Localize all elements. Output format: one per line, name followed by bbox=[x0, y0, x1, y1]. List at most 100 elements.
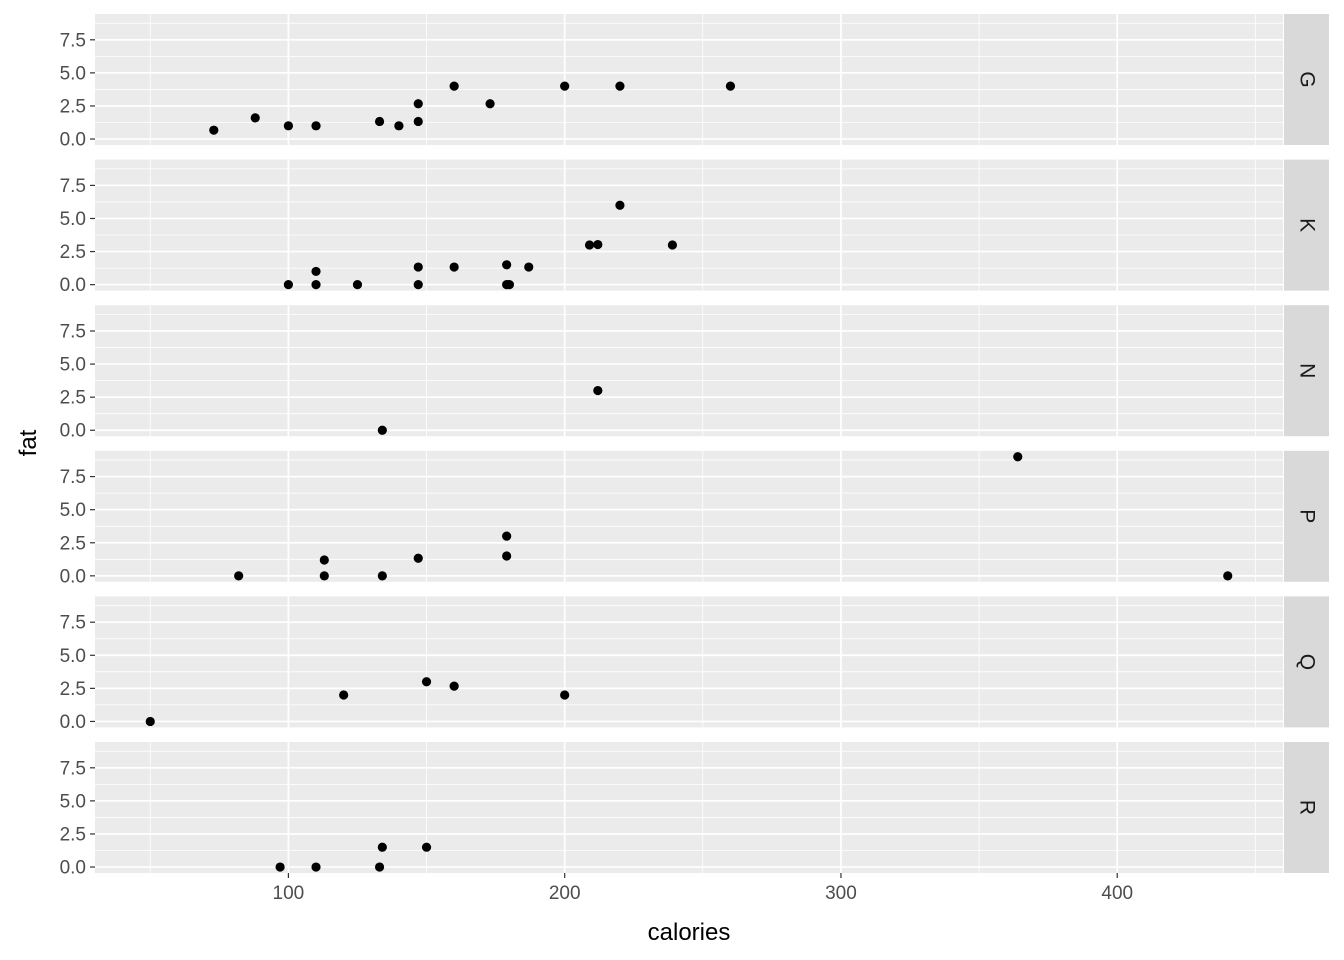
data-point bbox=[502, 551, 512, 561]
facet-strip-label: G bbox=[1296, 71, 1319, 87]
y-tick-label: 7.5 bbox=[60, 30, 86, 51]
facet-panel-n: 0.0 2.5 5.0 7.5 N bbox=[60, 305, 1329, 442]
panel-background bbox=[95, 596, 1283, 728]
data-point bbox=[377, 425, 387, 435]
data-point bbox=[593, 239, 603, 250]
data-point bbox=[502, 531, 512, 541]
x-tick-label: 300 bbox=[825, 883, 857, 904]
data-point bbox=[1223, 571, 1233, 581]
data-point bbox=[413, 99, 423, 109]
facet-panel-k: 0.0 2.5 5.0 7.5 K bbox=[60, 159, 1329, 296]
data-point bbox=[421, 842, 432, 852]
y-tick-label: 0.0 bbox=[60, 712, 86, 733]
y-tick-label: 5.0 bbox=[60, 63, 86, 84]
y-tick-label: 7.5 bbox=[60, 613, 86, 634]
data-point bbox=[374, 116, 385, 127]
facet-strip-label: K bbox=[1296, 218, 1319, 232]
data-point bbox=[449, 81, 459, 91]
data-point bbox=[311, 266, 321, 277]
data-point bbox=[667, 240, 678, 250]
data-point bbox=[377, 842, 387, 852]
y-tick-label: 2.5 bbox=[60, 533, 86, 554]
data-point bbox=[352, 280, 363, 290]
facet-strip bbox=[1284, 14, 1329, 145]
panel-background bbox=[95, 450, 1283, 582]
data-point bbox=[413, 116, 423, 127]
data-point bbox=[1013, 452, 1023, 462]
facet-strip-label: R bbox=[1296, 800, 1319, 815]
y-tick-label: 2.5 bbox=[60, 679, 86, 700]
data-point bbox=[413, 262, 423, 272]
data-point bbox=[560, 81, 570, 91]
facet-strip bbox=[1284, 305, 1329, 437]
data-point bbox=[283, 280, 293, 290]
data-point bbox=[449, 262, 459, 272]
facet-panels: 0.02.55.07.5G0.02.55.07.5K0.02.55.07.5N0… bbox=[60, 14, 1329, 879]
y-tick-label: 0.0 bbox=[60, 858, 86, 879]
x-tick-label: 400 bbox=[1101, 883, 1133, 904]
facet-panel-q: 0.0 2.5 5.0 7.5 Q bbox=[60, 596, 1329, 733]
data-point bbox=[250, 113, 260, 123]
data-point bbox=[524, 262, 534, 272]
facet-panel-r: 0.0 2.5 5.0 7.5 R bbox=[60, 742, 1329, 879]
y-tick-label: 2.5 bbox=[60, 96, 86, 117]
facet-strip bbox=[1284, 742, 1329, 873]
data-point bbox=[615, 81, 625, 91]
x-tick-label: 200 bbox=[549, 883, 581, 904]
panel-background bbox=[95, 14, 1283, 145]
data-point bbox=[234, 571, 244, 581]
data-point bbox=[311, 280, 321, 290]
data-point bbox=[502, 260, 512, 270]
facet-strip-label: P bbox=[1296, 509, 1319, 523]
data-point bbox=[374, 862, 385, 872]
facet-strip-label: N bbox=[1296, 363, 1319, 378]
facet-strip-label: Q bbox=[1296, 654, 1319, 670]
y-tick-label: 7.5 bbox=[60, 322, 86, 343]
y-tick-label: 7.5 bbox=[60, 758, 86, 779]
data-point bbox=[593, 385, 603, 396]
y-tick-label: 2.5 bbox=[60, 388, 86, 409]
data-point bbox=[377, 571, 387, 581]
data-point bbox=[504, 280, 515, 290]
data-point bbox=[319, 571, 329, 581]
y-tick-label: 5.0 bbox=[60, 355, 86, 376]
data-point bbox=[145, 716, 155, 727]
y-tick-label: 0.0 bbox=[60, 421, 86, 442]
y-tick-label: 5.0 bbox=[60, 500, 86, 521]
facet-strip bbox=[1284, 596, 1329, 728]
facet-strip bbox=[1284, 159, 1329, 291]
data-point bbox=[560, 690, 570, 700]
data-point bbox=[394, 121, 404, 131]
y-tick-label: 0.0 bbox=[60, 130, 86, 151]
data-point bbox=[413, 553, 423, 563]
y-tick-label: 0.0 bbox=[60, 275, 86, 296]
data-point bbox=[615, 200, 625, 210]
x-axis: 100 200 300 400 bbox=[273, 873, 1133, 904]
data-point bbox=[319, 555, 329, 565]
data-point bbox=[311, 121, 321, 131]
data-point bbox=[311, 862, 321, 872]
data-point bbox=[283, 121, 293, 131]
facet-strip bbox=[1284, 450, 1329, 582]
data-point bbox=[413, 280, 423, 290]
panel-background bbox=[95, 159, 1283, 291]
data-point bbox=[209, 125, 219, 135]
y-tick-label: 5.0 bbox=[60, 209, 86, 230]
y-tick-label: 2.5 bbox=[60, 824, 86, 845]
y-tick-label: 5.0 bbox=[60, 791, 86, 812]
y-axis-title: fat bbox=[15, 429, 42, 456]
data-point bbox=[275, 862, 285, 872]
data-point bbox=[584, 240, 595, 250]
y-tick-label: 7.5 bbox=[60, 176, 86, 197]
x-axis-title: calories bbox=[648, 919, 731, 946]
data-point bbox=[485, 99, 495, 109]
x-tick-label: 100 bbox=[273, 883, 305, 904]
y-tick-label: 7.5 bbox=[60, 467, 86, 488]
panel-background bbox=[95, 305, 1283, 437]
data-point bbox=[449, 681, 459, 691]
panel-background bbox=[95, 742, 1283, 873]
y-tick-label: 0.0 bbox=[60, 566, 86, 587]
data-point bbox=[421, 677, 432, 687]
data-point bbox=[339, 690, 349, 700]
